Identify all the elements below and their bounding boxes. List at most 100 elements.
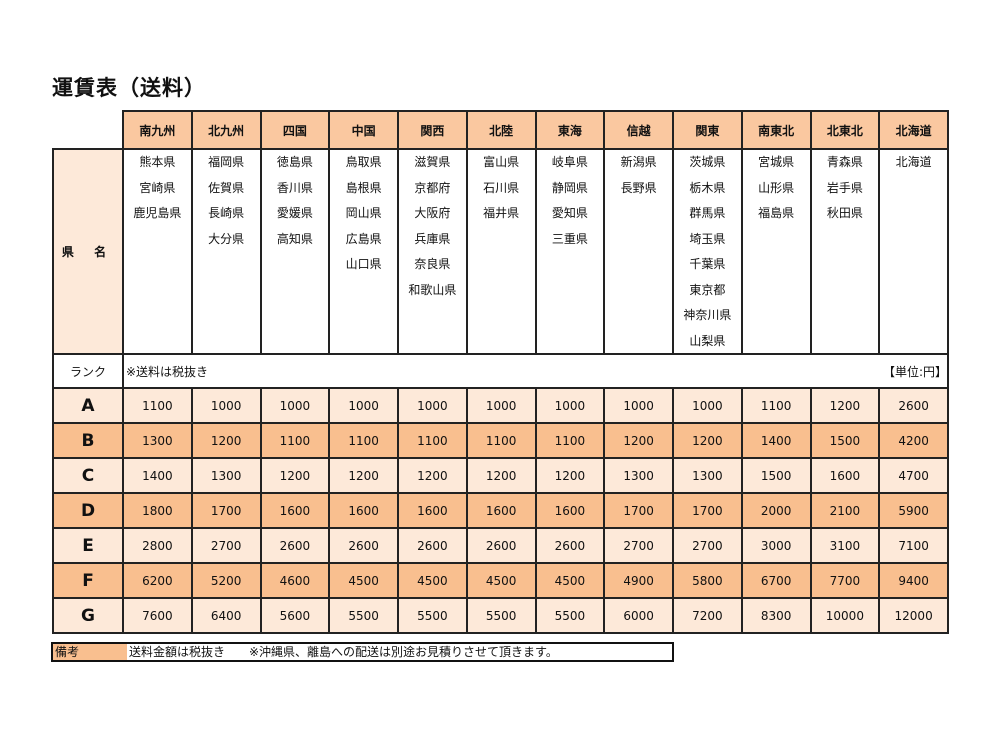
rate-cell: 1300	[672, 457, 743, 494]
prefecture-cell: 熊本県 宮崎県 鹿児島県	[122, 148, 193, 355]
rate-cell: 1000	[259, 387, 331, 424]
region-header: 北東北	[809, 110, 881, 150]
rate-cell: 1100	[259, 422, 331, 459]
rate-cell: 3100	[809, 527, 881, 564]
rate-cell: 1000	[190, 387, 262, 424]
prefecture-name: 山口県	[345, 257, 382, 271]
rate-cell: 1000	[534, 387, 606, 424]
prefecture-name: 兵庫県	[414, 231, 451, 246]
rate-cell: 1300	[603, 457, 674, 494]
rate-cell: 1100	[328, 422, 399, 459]
prefecture-cell: 鳥取県 島根県 岡山県 広島県 山口県	[328, 148, 399, 355]
rate-cell: 6400	[190, 597, 262, 634]
prefecture-cell: 富山県 石川県 福井県	[465, 148, 537, 355]
rate-cell: 1100	[534, 422, 606, 459]
prefecture-name: 高知県	[276, 231, 313, 246]
prefecture-name: 群馬県	[689, 206, 726, 220]
prefecture-name: 大阪府	[414, 206, 451, 220]
rate-cell: 7100	[878, 527, 949, 564]
rate-cell: 1200	[534, 457, 606, 494]
rate-cell: 2600	[465, 527, 537, 564]
prefecture-name: 栃木県	[689, 180, 726, 195]
region-header-row: 南九州 北九州 四国 中国 関西 北陸 東海 信越 関東 南東北 北東北 北海道	[53, 110, 949, 150]
region-header: 信越	[603, 110, 674, 150]
rank-cell: F	[52, 562, 124, 599]
region-header: 東海	[534, 110, 606, 150]
rank-cell: G	[52, 597, 124, 634]
rate-cell: 2600	[534, 527, 606, 564]
prefecture-name: 鹿児島県	[133, 206, 182, 220]
rate-cell: 1600	[328, 492, 399, 529]
rate-cell: 4500	[328, 562, 399, 599]
rate-cell: 1000	[328, 387, 399, 424]
rank-label: ランク	[52, 353, 124, 389]
rate-cell: 9400	[878, 562, 949, 599]
prefecture-name: 滋賀県	[414, 155, 451, 169]
rate-cell: 1700	[603, 492, 674, 529]
region-header: 中国	[328, 110, 399, 150]
prefecture-name: 長野県	[620, 180, 657, 195]
rate-cell: 7700	[809, 562, 881, 599]
rate-cell: 2600	[878, 387, 949, 424]
rate-cell: 5600	[259, 597, 331, 634]
rate-cell: 1500	[740, 457, 812, 494]
rate-cell: 8300	[740, 597, 812, 634]
rate-row: E 2800 2700 2600 2600 2600 2600 2600 2700 2700 300…	[52, 527, 949, 564]
rate-cell: 6700	[740, 562, 812, 599]
rate-cell: 1100	[397, 422, 468, 459]
rank-cell: E	[52, 527, 124, 564]
prefecture-name: 福岡県	[208, 155, 245, 169]
region-header: 四国	[259, 110, 331, 150]
prefecture-name: 宮城県	[758, 155, 795, 169]
rate-cell: 1000	[672, 387, 743, 424]
rate-cell: 1400	[740, 422, 812, 459]
rate-cell: 4500	[397, 562, 468, 599]
rate-cell: 1600	[397, 492, 468, 529]
rank-row: ランク ※送料は税抜き 【単位:円】	[52, 353, 949, 389]
rate-cell: 1600	[259, 492, 331, 529]
page-title: 運賃表（送料）	[52, 76, 206, 100]
rate-cell: 2000	[740, 492, 812, 529]
rate-cell: 1200	[672, 422, 743, 459]
rate-cell: 4600	[259, 562, 331, 599]
rate-cell: 5200	[190, 562, 262, 599]
rate-row: F 6200 5200 4600 4500 4500 4500 4500 4900 5800 670…	[52, 562, 949, 599]
prefecture-cell: 茨城県 栃木県 群馬県 埼玉県 千葉県 東京都 神奈川県 山梨県	[672, 148, 743, 355]
prefecture-name: 愛知県	[551, 206, 588, 220]
prefecture-name: 青森県	[826, 155, 863, 169]
prefecture-cell: 新潟県 長野県	[603, 148, 674, 355]
rate-table: 南九州 北九州 四国 中国 関西 北陸 東海 信越 関東 南東北 北東北 北海道 県 名 熊本県 宮崎県…	[52, 110, 949, 634]
prefecture-name: 山形県	[758, 180, 795, 195]
rate-cell: 3000	[740, 527, 812, 564]
rate-cell: 5500	[465, 597, 537, 634]
rate-row: D 1800 1700 1600 1600 1600 1600 1600 1700 1700 200…	[52, 492, 949, 529]
prefecture-name: 広島県	[345, 231, 382, 246]
rate-cell: 2700	[672, 527, 743, 564]
rate-cell: 2800	[122, 527, 193, 564]
rate-cell: 1200	[397, 457, 468, 494]
tax-note: ※送料は税抜き	[123, 353, 536, 389]
rate-cell: 1600	[465, 492, 537, 529]
rate-cell: 1500	[809, 422, 881, 459]
rate-cell: 1200	[809, 387, 881, 424]
prefecture-name: 福井県	[483, 206, 520, 220]
prefecture-name: 北海道	[895, 155, 932, 169]
rate-cell: 1800	[122, 492, 193, 529]
rate-cell: 7200	[672, 597, 743, 634]
rate-cell: 1200	[328, 457, 399, 494]
region-header: 北九州	[190, 110, 262, 150]
prefecture-name: 東京都	[689, 282, 726, 297]
prefecture-name: 埼玉県	[689, 231, 726, 246]
unit-label: 【単位:円】	[535, 353, 949, 389]
rate-cell: 6200	[122, 562, 193, 599]
rate-cell: 1000	[397, 387, 468, 424]
prefecture-name: 佐賀県	[208, 180, 245, 195]
prefecture-name: 和歌山県	[408, 282, 457, 297]
region-header: 南東北	[740, 110, 812, 150]
rate-cell: 2700	[603, 527, 674, 564]
rank-cell: C	[52, 457, 124, 494]
rate-cell: 2100	[809, 492, 881, 529]
rate-cell: 4900	[603, 562, 674, 599]
rate-cell: 1200	[465, 457, 537, 494]
prefecture-label: 県 名	[52, 148, 124, 355]
